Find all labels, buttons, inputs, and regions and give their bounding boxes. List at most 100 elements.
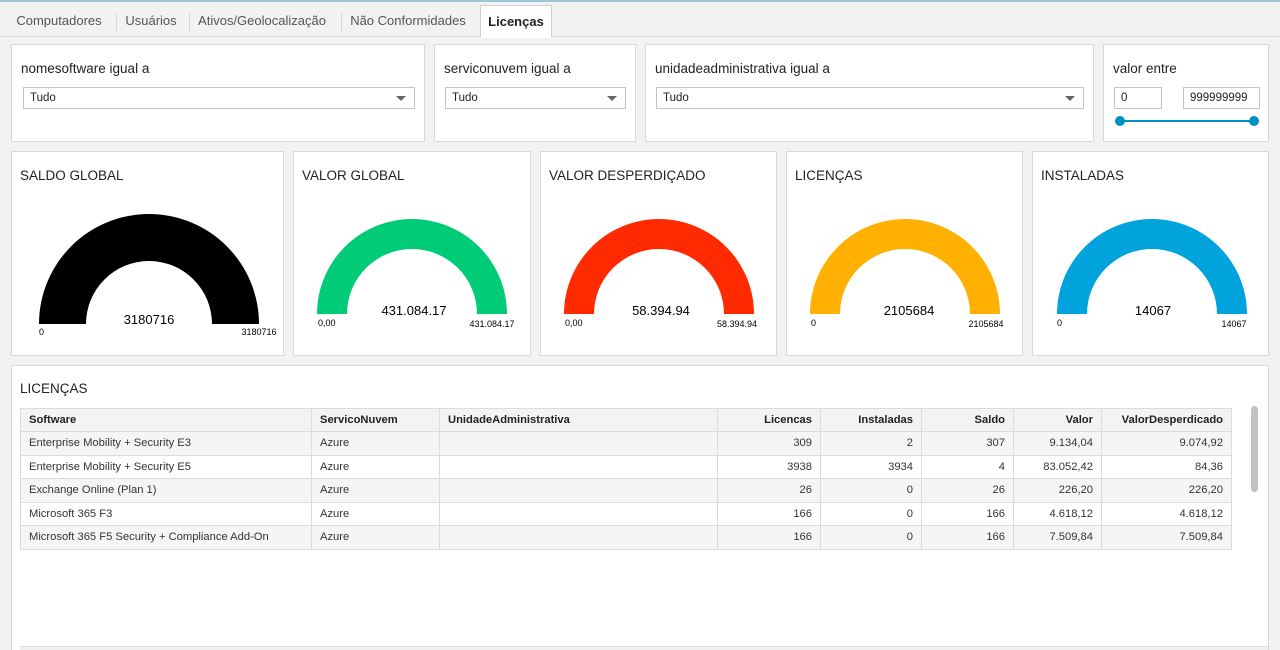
cell-saldo: 26: [921, 478, 1014, 503]
table-row[interactable]: Enterprise Mobility + Security E3 Azure …: [20, 431, 1232, 456]
cell-licencas: 309: [717, 431, 821, 456]
cell-servico-nuvem: Azure: [311, 431, 440, 456]
gauge-chart-valor-desperdicado: 58.394.94 0,00 58.394.94: [564, 219, 757, 329]
gauge-min: 0,00: [565, 318, 583, 328]
cell-software: Enterprise Mobility + Security E5: [20, 454, 312, 479]
tab-ativos-geolocalizacao[interactable]: Ativos/Geolocalização: [198, 13, 326, 28]
gauge-value: 2105684: [884, 303, 935, 318]
table-row[interactable]: Microsoft 365 F5 Security + Compliance A…: [20, 525, 1232, 550]
cell-saldo: 166: [921, 525, 1014, 550]
gauge-min: 0: [811, 318, 816, 328]
cell-valor: 83.052,42: [1013, 454, 1102, 479]
table-header-row: Software ServicoNuvem UnidadeAdministrat…: [20, 408, 1232, 432]
gauge-arc: [39, 214, 259, 324]
cell-instaladas: 0: [820, 525, 922, 550]
gauge-max: 14067: [1221, 319, 1246, 329]
unidade-select-value: Tudo: [663, 92, 689, 104]
licencas-table-panel: LICENÇAS Software ServicoNuvem UnidadeAd…: [11, 365, 1269, 650]
nuvem-select[interactable]: Tudo: [445, 87, 626, 109]
cell-servico-nuvem: Azure: [311, 501, 440, 526]
column-header-licencas[interactable]: Licencas: [717, 408, 821, 432]
licencas-table: Software ServicoNuvem UnidadeAdministrat…: [20, 408, 1232, 550]
filter-valor-panel: valor entre 0 999999999: [1103, 44, 1269, 142]
unidade-select[interactable]: Tudo: [656, 87, 1084, 109]
gauge-min: 0: [39, 327, 44, 337]
table-row[interactable]: Microsoft 365 F3 Azure 166 0 166 4.618,1…: [20, 501, 1232, 526]
chevron-down-icon: [396, 96, 406, 101]
horizontal-scrollbar[interactable]: [20, 646, 1268, 650]
software-select-value: Tudo: [30, 92, 56, 104]
filter-valor-label: valor entre: [1113, 61, 1177, 76]
gauge-panel-saldo-global: SALDO GLOBAL 3180716 0 3180716: [11, 151, 284, 356]
gauge-value: 14067: [1135, 303, 1171, 318]
gauge-min: 0: [1057, 318, 1062, 328]
filter-unidade-label: unidadeadministrativa igual a: [655, 61, 830, 76]
tab-nao-conformidades[interactable]: Não Conformidades: [350, 13, 466, 28]
cell-valor: 7.509,84: [1013, 525, 1102, 550]
tab-separator: [116, 13, 117, 31]
table-row[interactable]: Exchange Online (Plan 1) Azure 26 0 26 2…: [20, 478, 1232, 503]
cell-software: Enterprise Mobility + Security E3: [20, 431, 312, 456]
cell-valor-desperdicado: 4.618,12: [1101, 501, 1232, 526]
slider-max-handle[interactable]: [1249, 116, 1259, 126]
column-header-saldo[interactable]: Saldo: [921, 408, 1014, 432]
gauge-panel-valor-global: VALOR GLOBAL 431.084.17 0,00 431.084.17: [293, 151, 531, 356]
gauge-title: VALOR GLOBAL: [302, 168, 405, 183]
tab-computadores[interactable]: Computadores: [16, 13, 102, 28]
gauge-arc: [317, 219, 507, 314]
valor-range-slider[interactable]: [1104, 113, 1270, 129]
cell-software: Microsoft 365 F3: [20, 501, 312, 526]
gauge-value: 431.084.17: [381, 303, 446, 318]
gauge-arc: [810, 219, 1000, 314]
gauge-title: SALDO GLOBAL: [20, 168, 124, 183]
cell-instaladas: 0: [820, 478, 922, 503]
column-header-software[interactable]: Software: [20, 408, 312, 432]
cell-valor-desperdicado: 7.509,84: [1101, 525, 1232, 550]
gauge-value: 58.394.94: [632, 303, 690, 318]
gauge-panel-valor-desperdicado: VALOR DESPERDIÇADO 58.394.94 0,00 58.394…: [540, 151, 777, 356]
software-select[interactable]: Tudo: [23, 87, 415, 109]
vertical-scrollbar[interactable]: [1251, 406, 1258, 492]
cell-instaladas: 2: [820, 431, 922, 456]
table-title: LICENÇAS: [20, 381, 88, 396]
tab-licencas[interactable]: Licenças: [480, 5, 552, 38]
gauge-max: 2105684: [968, 319, 1003, 329]
gauge-max: 3180716: [241, 327, 276, 337]
cell-software: Exchange Online (Plan 1): [20, 478, 312, 503]
cell-licencas: 166: [717, 525, 821, 550]
gauge-chart-saldo-global: 3180716 0 3180716: [39, 214, 277, 337]
tab-usuarios[interactable]: Usuários: [125, 13, 177, 28]
filter-nuvem-label: serviconuvem igual a: [444, 61, 571, 76]
cell-licencas: 3938: [717, 454, 821, 479]
gauge-min: 0,00: [318, 318, 336, 328]
valor-min-input[interactable]: 0: [1114, 87, 1162, 109]
cell-saldo: 307: [921, 431, 1014, 456]
slider-min-handle[interactable]: [1115, 116, 1125, 126]
column-header-valor[interactable]: Valor: [1013, 408, 1102, 432]
table-row[interactable]: Enterprise Mobility + Security E5 Azure …: [20, 454, 1232, 479]
cell-valor-desperdicado: 84,36: [1101, 454, 1232, 479]
cell-valor-desperdicado: 226,20: [1101, 478, 1232, 503]
cell-valor: 226,20: [1013, 478, 1102, 503]
gauge-arc: [564, 219, 754, 314]
cell-saldo: 166: [921, 501, 1014, 526]
column-header-instaladas[interactable]: Instaladas: [820, 408, 922, 432]
column-header-servico-nuvem[interactable]: ServicoNuvem: [311, 408, 440, 432]
filter-unidade-panel: unidadeadministrativa igual a Tudo: [645, 44, 1094, 142]
valor-max-input[interactable]: 999999999: [1183, 87, 1260, 109]
gauge-arc: [1057, 219, 1247, 314]
column-header-unidade-administrativa[interactable]: UnidadeAdministrativa: [439, 408, 718, 432]
chevron-down-icon: [1065, 96, 1075, 101]
cell-unidade: [439, 454, 718, 479]
cell-unidade: [439, 431, 718, 456]
cell-servico-nuvem: Azure: [311, 478, 440, 503]
column-header-valor-desperdicado[interactable]: ValorDesperdicado: [1101, 408, 1232, 432]
cell-servico-nuvem: Azure: [311, 525, 440, 550]
cell-valor: 4.618,12: [1013, 501, 1102, 526]
filter-software-panel: nomesoftware igual a Tudo: [11, 44, 425, 142]
gauge-chart-instaladas: 14067 0 14067: [1057, 219, 1247, 329]
gauge-max: 58.394.94: [717, 319, 757, 329]
top-accent-line: [0, 0, 1280, 2]
filter-software-label: nomesoftware igual a: [21, 61, 150, 76]
cell-valor: 9.134,04: [1013, 431, 1102, 456]
